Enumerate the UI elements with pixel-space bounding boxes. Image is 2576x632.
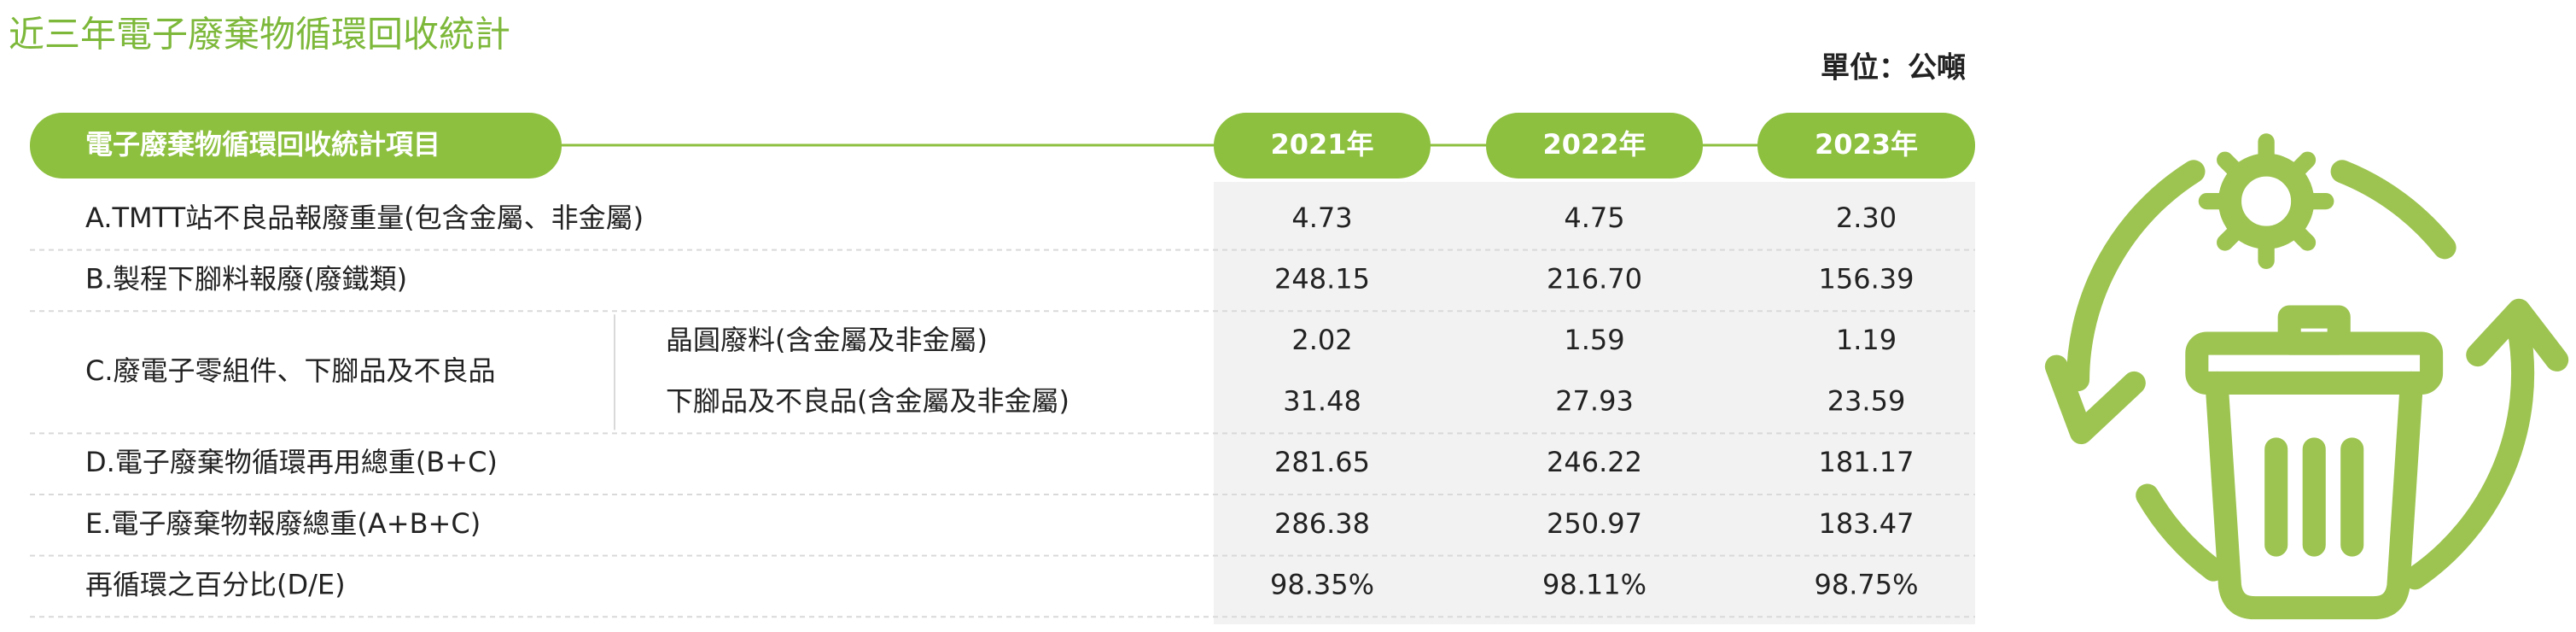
cell-value: 181.17: [1819, 446, 1915, 478]
sub-row-label: 晶圓廢料(含金屬及非金屬): [666, 324, 988, 356]
year-pill: [1214, 113, 1431, 178]
cell-value: 183.47: [1819, 507, 1915, 540]
cell-value: 4.75: [1564, 202, 1624, 234]
cell-value: 248.15: [1274, 262, 1370, 295]
header-pill: [30, 113, 562, 178]
year-label: 2021年: [1270, 128, 1373, 161]
cell-value: 31.48: [1283, 385, 1361, 418]
cell-value: 2.30: [1836, 202, 1897, 234]
year-label: 2022年: [1542, 128, 1646, 161]
year-column-background: [1214, 182, 1975, 624]
cell-value: 286.38: [1274, 507, 1370, 540]
row-label: 再循環之百分比(D/E): [85, 568, 346, 600]
unit: 單位：公噸: [1821, 51, 1966, 85]
cell-value: 281.65: [1274, 446, 1370, 478]
header-item: 電子廢棄物循環回收統計項目: [85, 128, 440, 161]
row-label: B.製程下腳料報廢(廢鐵類): [85, 262, 407, 295]
cell-value: 98.35%: [1270, 568, 1374, 600]
cell-value: 27.93: [1555, 385, 1634, 418]
cell-value: 216.70: [1547, 262, 1642, 295]
year-pill: [1486, 113, 1703, 178]
cell-value: 246.22: [1547, 446, 1642, 478]
row-label: D.電子廢棄物循環再用總重(B+C): [85, 446, 498, 478]
year-label: 2023年: [1815, 128, 1918, 161]
cell-value: 1.59: [1564, 324, 1624, 356]
cell-value: 2.02: [1291, 324, 1352, 356]
row-label: C.廢電子零組件、下腳品及不良品: [85, 354, 496, 387]
cell-value: 1.19: [1836, 324, 1897, 356]
cell-value: 98.11%: [1542, 568, 1646, 600]
title: 近三年電子廢棄物循環回收統計: [9, 14, 510, 56]
cell-value: 156.39: [1819, 262, 1915, 295]
cell-value: 250.97: [1547, 507, 1642, 540]
cell-value: 98.75%: [1814, 568, 1918, 600]
cell-value: 23.59: [1827, 385, 1906, 418]
year-pill: [1757, 113, 1975, 178]
cell-value: 4.73: [1291, 202, 1352, 234]
row-label: E.電子廢棄物報廢總重(A+B+C): [85, 507, 481, 540]
row-label: A.TMTT站不良品報廢重量(包含金屬、非金屬): [85, 202, 644, 234]
sub-row-label: 下腳品及不良品(含金屬及非金屬): [666, 385, 1069, 418]
recycle-icon: [2044, 133, 2569, 620]
